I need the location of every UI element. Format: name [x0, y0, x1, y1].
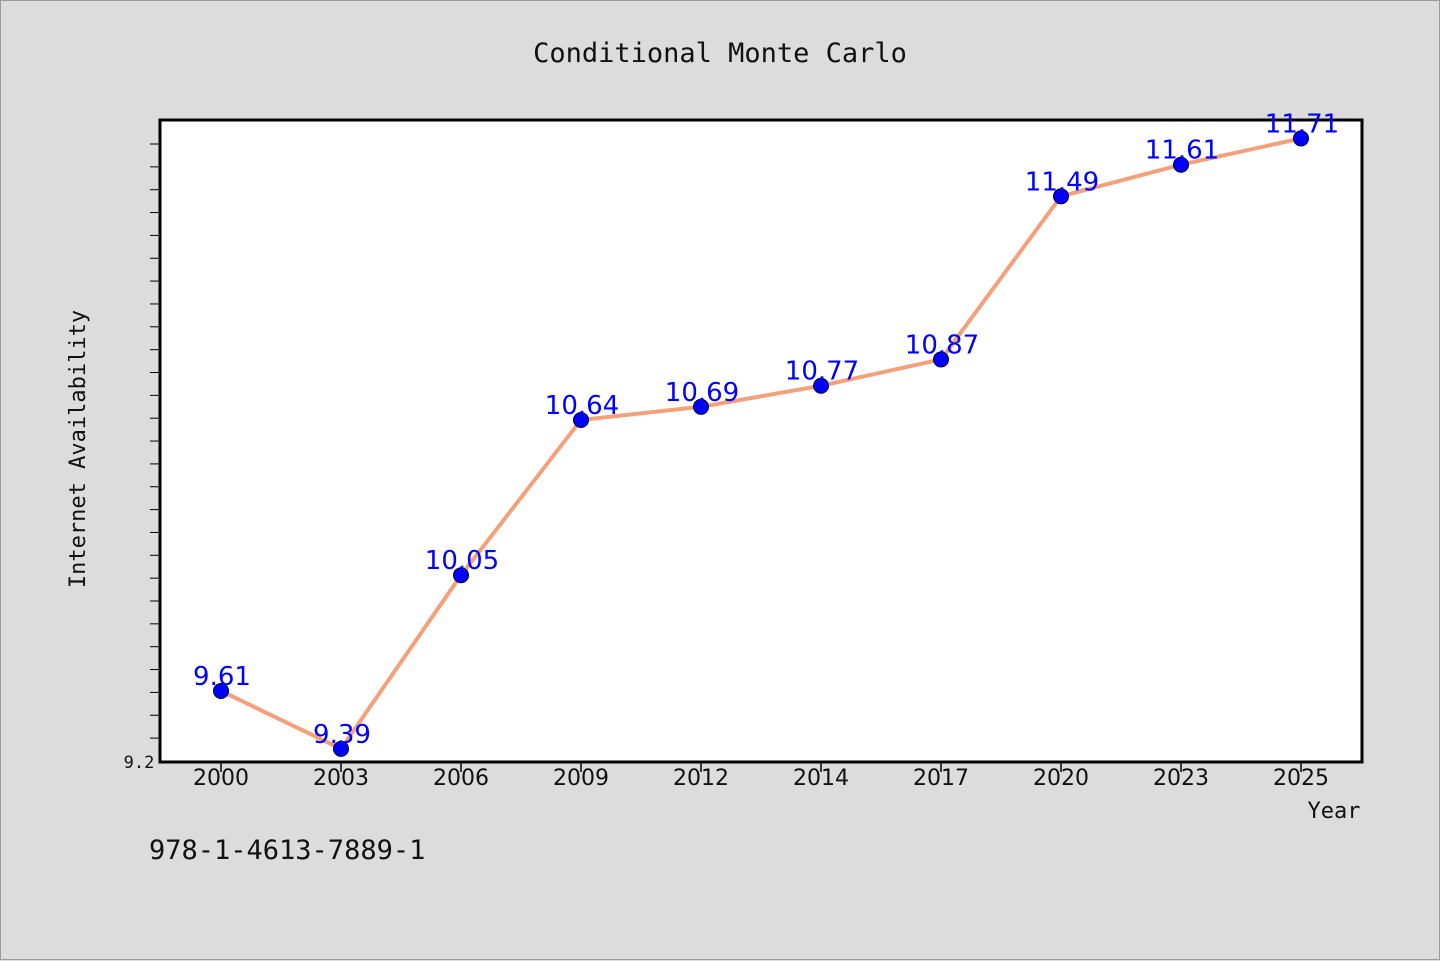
x-axis-label: Year [1308, 799, 1361, 824]
chart-title: Conditional Monte Carlo [533, 38, 907, 69]
data-label: 10.69 [665, 378, 739, 408]
x-tick-label: 2020 [1033, 766, 1089, 791]
footer-code: 978-1-4613-7889-1 [149, 835, 426, 866]
x-tick-label: 2023 [1153, 766, 1209, 791]
data-label: 11.49 [1025, 167, 1099, 197]
x-axis-ticks: 2000 2003 2006 2009 2012 2014 2017 2020 2023 2025 [193, 762, 1329, 791]
data-point [813, 377, 829, 394]
data-point [1293, 130, 1309, 147]
x-tick-label: 2003 [313, 766, 369, 791]
data-label: 10.87 [905, 330, 979, 360]
series-layer: 9.61 9.39 10.05 10.64 10.69 10.77 10.87 11.49 11… [193, 109, 1339, 757]
data-label: 10.77 [785, 357, 859, 387]
x-tick-label: 2006 [433, 766, 489, 791]
data-label: 9.61 [193, 662, 251, 692]
x-tick-label: 2000 [193, 766, 249, 791]
x-tick-label: 2012 [673, 766, 729, 791]
data-point [573, 411, 589, 428]
x-tick-label: 2014 [793, 766, 849, 791]
y-axis-ticks [150, 143, 160, 739]
y-axis-label: Internet Availability [66, 310, 91, 588]
x-tick-label: 2025 [1273, 766, 1329, 791]
x-tick-label: 2009 [553, 766, 609, 791]
data-point [933, 351, 949, 368]
x-tick-label: 2017 [913, 766, 969, 791]
y-tick-label: 9.2 [124, 753, 155, 773]
data-label: 10.64 [545, 391, 619, 421]
series-line [219, 136, 1303, 751]
data-point [693, 398, 709, 415]
data-label: 11.61 [1145, 136, 1219, 166]
data-label: 9.39 [313, 720, 371, 750]
data-point [453, 567, 469, 584]
plot-area [158, 118, 1364, 764]
data-label: 11.71 [1265, 109, 1339, 139]
data-label: 10.05 [425, 546, 499, 576]
data-point [1053, 188, 1069, 205]
data-point [333, 740, 349, 757]
data-point [1173, 156, 1189, 173]
data-point [213, 682, 229, 699]
